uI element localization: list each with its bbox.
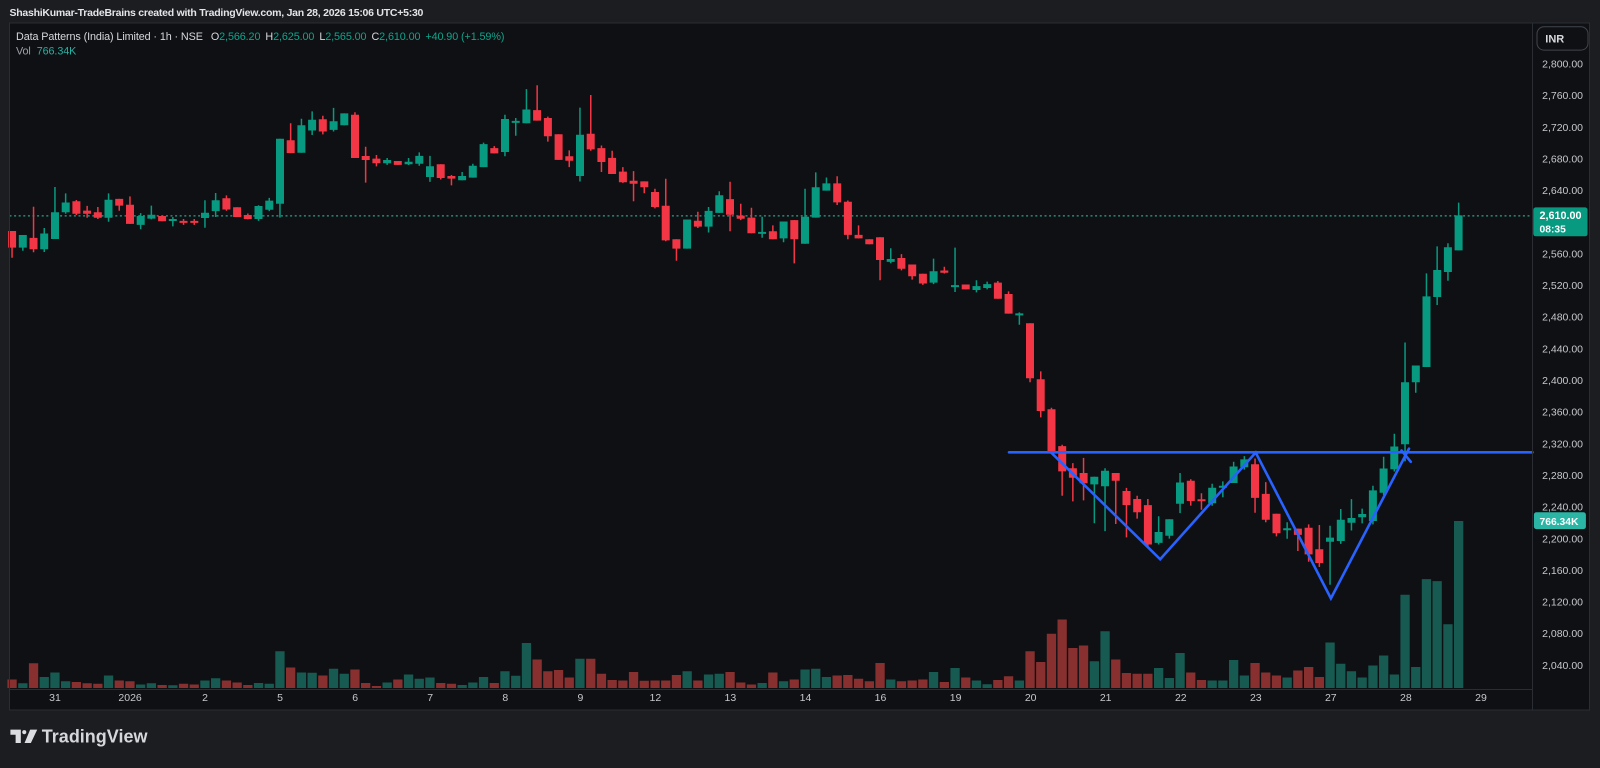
svg-text:2,720.00: 2,720.00 [1542, 122, 1583, 134]
svg-text:08:35: 08:35 [1540, 224, 1567, 235]
svg-text:2,240.00: 2,240.00 [1542, 502, 1583, 514]
svg-text:13: 13 [725, 692, 737, 704]
svg-text:INR: INR [1545, 34, 1564, 46]
svg-text:6: 6 [352, 692, 358, 704]
svg-text:2: 2 [202, 692, 208, 704]
svg-text:31: 31 [49, 692, 61, 704]
svg-text:7: 7 [427, 692, 433, 704]
svg-text:14: 14 [800, 692, 812, 704]
svg-text:16: 16 [875, 692, 887, 704]
svg-text:12: 12 [650, 692, 662, 704]
svg-text:2,520.00: 2,520.00 [1542, 280, 1583, 292]
svg-text:2026: 2026 [118, 692, 142, 704]
svg-text:2,560.00: 2,560.00 [1542, 248, 1583, 260]
svg-text:27: 27 [1325, 692, 1337, 704]
svg-text:29: 29 [1475, 692, 1487, 704]
svg-text:2,800.00: 2,800.00 [1542, 59, 1583, 71]
svg-text:23: 23 [1250, 692, 1262, 704]
svg-text:2,610.00: 2,610.00 [1540, 210, 1582, 222]
svg-text:19: 19 [950, 692, 962, 704]
svg-text:766.34K: 766.34K [1540, 517, 1579, 528]
svg-text:2,120.00: 2,120.00 [1542, 597, 1583, 609]
svg-text:28: 28 [1400, 692, 1412, 704]
svg-text:2,320.00: 2,320.00 [1542, 438, 1583, 450]
svg-text:2,760.00: 2,760.00 [1542, 90, 1583, 102]
svg-text:21: 21 [1100, 692, 1112, 704]
svg-text:2,160.00: 2,160.00 [1542, 565, 1583, 577]
svg-text:2,440.00: 2,440.00 [1542, 343, 1583, 355]
svg-text:2,680.00: 2,680.00 [1542, 154, 1583, 166]
svg-text:22: 22 [1175, 692, 1187, 704]
svg-text:ShashiKumar-TradeBrains create: ShashiKumar-TradeBrains created with Tra… [10, 7, 424, 19]
svg-text:9: 9 [577, 692, 583, 704]
svg-text:5: 5 [277, 692, 283, 704]
svg-text:TradingView: TradingView [42, 727, 149, 747]
svg-text:8: 8 [502, 692, 508, 704]
svg-text:Data Patterns (India) Limited: Data Patterns (India) Limited · 1h · NSE… [16, 31, 504, 43]
svg-text:2,040.00: 2,040.00 [1542, 660, 1583, 672]
svg-text:2,200.00: 2,200.00 [1542, 533, 1583, 545]
svg-text:20: 20 [1025, 692, 1037, 704]
svg-text:2,280.00: 2,280.00 [1542, 470, 1583, 482]
svg-text:2,640.00: 2,640.00 [1542, 185, 1583, 197]
svg-text:2,400.00: 2,400.00 [1542, 375, 1583, 387]
svg-text:2,360.00: 2,360.00 [1542, 407, 1583, 419]
svg-text:2,080.00: 2,080.00 [1542, 628, 1583, 640]
svg-text:2,480.00: 2,480.00 [1542, 312, 1583, 324]
